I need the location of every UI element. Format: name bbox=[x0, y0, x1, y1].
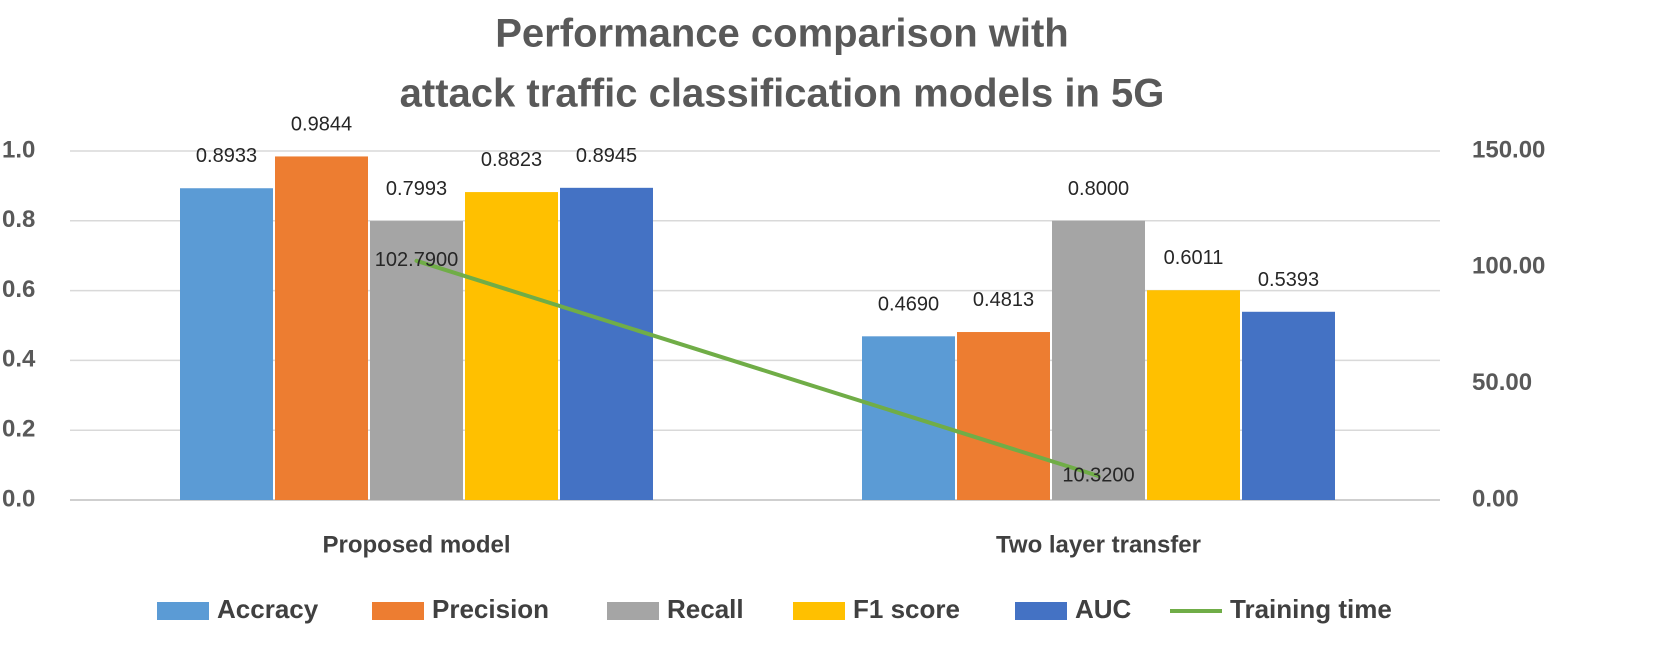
legend-swatch-accracy bbox=[157, 602, 209, 620]
data-label-f1-score-two-layer-transfer: 0.6011 bbox=[1164, 247, 1224, 269]
y-tick-label: 0.6 bbox=[2, 276, 35, 303]
training-time-line bbox=[414, 258, 1101, 478]
legend-label-f1-score: F1 score bbox=[853, 594, 960, 624]
y2-tick-label: 50.00 bbox=[1472, 369, 1532, 396]
bar-precision-two-layer-transfer bbox=[957, 332, 1050, 500]
data-label-auc-proposed-model: 0.8945 bbox=[576, 145, 637, 167]
data-label-training-time-two-layer-transfer: 10.3200 bbox=[1062, 464, 1134, 486]
y-tick-label: 0.0 bbox=[2, 485, 35, 512]
legend-label-training-time: Training time bbox=[1230, 594, 1392, 624]
bar-accracy-two-layer-transfer bbox=[862, 336, 955, 500]
chart-title-line-2: attack traffic classification models in … bbox=[400, 72, 1165, 116]
bar-recall-two-layer-transfer bbox=[1052, 220, 1145, 501]
legend-swatch-recall bbox=[607, 602, 659, 620]
bar-auc-two-layer-transfer bbox=[1242, 311, 1335, 500]
legend-swatch-precision bbox=[372, 602, 424, 620]
legend-swatch-f1-score bbox=[793, 602, 845, 620]
line-training-time bbox=[414, 258, 1101, 478]
y-tick-label: 0.4 bbox=[2, 346, 36, 373]
bar-auc-proposed-model bbox=[560, 187, 653, 500]
data-label-accracy-proposed-model: 0.8933 bbox=[196, 145, 257, 167]
legend-label-recall: Recall bbox=[667, 594, 744, 624]
data-label-precision-two-layer-transfer: 0.4813 bbox=[973, 289, 1034, 311]
data-label-accracy-two-layer-transfer: 0.4690 bbox=[878, 293, 939, 315]
chart-title: Performance comparison with attack traffi… bbox=[400, 12, 1165, 116]
category-label-two-layer-transfer: Two layer transfer bbox=[996, 531, 1201, 558]
y-tick-label: 0.8 bbox=[2, 206, 35, 233]
axes: 0.0 0.2 0.4 0.6 0.8 1.0 0.00 50.00 100.00 150.00 P… bbox=[2, 136, 1545, 558]
bars bbox=[180, 156, 1335, 501]
legend-label-auc: AUC bbox=[1075, 594, 1132, 624]
legend-swatch-auc bbox=[1015, 602, 1067, 620]
y-tick-label: 1.0 bbox=[2, 136, 35, 163]
legend-label-accracy: Accracy bbox=[217, 594, 319, 624]
bar-precision-proposed-model bbox=[275, 156, 368, 500]
y-tick-label: 0.2 bbox=[2, 416, 35, 443]
bar-accracy-proposed-model bbox=[180, 188, 273, 501]
chart-title-line-1: Performance comparison with bbox=[495, 12, 1068, 56]
bar-f1-score-proposed-model bbox=[465, 192, 558, 500]
data-label-precision-proposed-model: 0.9844 bbox=[291, 113, 352, 135]
legend: Accracy Precision Recall F1 score AUC Trainin… bbox=[157, 594, 1392, 624]
bar-f1-score-two-layer-transfer bbox=[1147, 290, 1240, 500]
data-label-auc-two-layer-transfer: 0.5393 bbox=[1258, 269, 1319, 291]
data-label-recall-two-layer-transfer: 0.8000 bbox=[1068, 178, 1129, 200]
bar-recall-proposed-model bbox=[370, 221, 463, 500]
y2-tick-label: 100.00 bbox=[1472, 253, 1545, 280]
data-label-recall-proposed-model: 0.7993 bbox=[386, 178, 447, 200]
category-label-proposed-model: Proposed model bbox=[322, 531, 510, 558]
data-label-training-time-proposed-model: 102.7900 bbox=[375, 249, 458, 271]
legend-label-precision: Precision bbox=[432, 594, 549, 624]
data-labels: 0.8933 0.9844 0.7993 0.8823 0.8945 0.4690 0.48… bbox=[196, 113, 1319, 486]
data-label-f1-score-proposed-model: 0.8823 bbox=[481, 149, 542, 171]
y2-tick-label: 150.00 bbox=[1472, 136, 1545, 163]
y2-tick-label: 0.00 bbox=[1472, 485, 1519, 512]
